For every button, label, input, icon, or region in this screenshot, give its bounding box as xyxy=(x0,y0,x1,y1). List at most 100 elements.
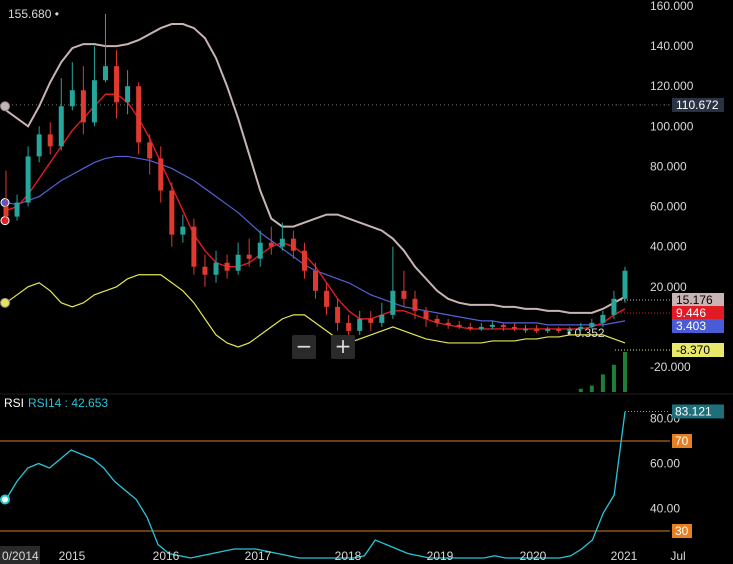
candle-body xyxy=(390,290,396,315)
ma-blue-dot xyxy=(0,198,10,208)
ma-blue-tag xyxy=(672,319,724,333)
candle-body xyxy=(268,242,274,247)
candle-body xyxy=(511,326,517,329)
rsi-line xyxy=(5,411,626,559)
candle-body xyxy=(346,322,352,331)
x-tick-label: 2021 xyxy=(611,549,638,563)
price-tick-label: 20.000 xyxy=(650,280,687,294)
price-tick-label: 160.000 xyxy=(650,0,694,13)
bollinger-upper-tag xyxy=(672,293,724,307)
lower-band-dot xyxy=(0,297,10,308)
price-tick-label: 80.000 xyxy=(650,159,687,173)
candle-body xyxy=(301,250,307,271)
zoom-in-button[interactable]: + xyxy=(331,335,355,359)
candle-body xyxy=(489,324,495,327)
candle-body xyxy=(523,328,529,331)
candle-body xyxy=(622,270,628,299)
candle-body xyxy=(401,290,407,299)
candle-body xyxy=(3,206,9,217)
candle-body xyxy=(202,266,208,275)
candle-body xyxy=(158,158,164,191)
rsi-tick-label: 60.00 xyxy=(650,457,680,471)
candle-body xyxy=(47,134,53,147)
bollinger-lower-tag-label: -8.370 xyxy=(676,343,710,357)
ma-red-tag xyxy=(672,306,724,320)
candle-body xyxy=(368,318,374,323)
x-tick-label: 2020 xyxy=(520,549,547,563)
candle-body xyxy=(180,226,186,235)
candle-body xyxy=(434,318,440,323)
candle-body xyxy=(290,238,296,251)
ma-red-dot xyxy=(0,216,10,226)
candle-body xyxy=(224,262,230,271)
lower-band-line xyxy=(5,274,626,348)
candle-body xyxy=(257,242,263,259)
x-tick-label: 2019 xyxy=(427,549,454,563)
candle-body xyxy=(357,318,363,331)
x-tick-label: 2018 xyxy=(335,549,362,563)
candle-body xyxy=(335,306,341,323)
axes: 160.000140.000120.000100.00080.00060.000… xyxy=(0,0,694,564)
candle-body xyxy=(545,328,551,331)
volume-bar xyxy=(578,388,583,392)
volume-bar xyxy=(600,374,605,392)
candle-body xyxy=(379,314,385,323)
candle-body xyxy=(69,90,75,107)
ma-blue-tag-label: 3.403 xyxy=(676,319,706,333)
candle-body xyxy=(14,202,20,217)
ma-red-tag-label: 9.446 xyxy=(676,306,706,320)
candle-body xyxy=(556,328,562,331)
zoom-out-button[interactable]: − xyxy=(292,335,316,359)
candle-body xyxy=(169,190,175,235)
upper-band-line xyxy=(5,23,626,314)
candle-body xyxy=(102,66,108,81)
candles xyxy=(3,14,628,339)
rsi-value-readout: RSI14 : 42.653 xyxy=(28,396,109,410)
candle-body xyxy=(246,254,252,259)
x-tick-label: 2017 xyxy=(245,549,272,563)
candle-body xyxy=(567,328,573,331)
upper-band-tag xyxy=(672,97,724,112)
candle-body xyxy=(600,314,606,323)
candle-body xyxy=(147,142,153,159)
rsi-tick-label: 40.00 xyxy=(650,502,680,516)
candle-body xyxy=(279,238,285,247)
rsi-current-tag xyxy=(672,404,724,419)
candle-body xyxy=(578,326,584,329)
candle-body xyxy=(412,298,418,311)
candle-body xyxy=(445,322,451,325)
volume-bar xyxy=(623,352,627,392)
candle-body xyxy=(423,310,429,319)
upper-band-dot xyxy=(0,101,10,112)
price-tick-label: 60.000 xyxy=(650,200,687,214)
candle-body xyxy=(478,326,484,329)
rsi-lower-tag-label: 30 xyxy=(675,524,689,538)
price-tick-label: -20.000 xyxy=(650,360,691,374)
candle-body xyxy=(213,262,219,275)
price-tick-label: 40.000 xyxy=(650,240,687,254)
rsi-lower-tag xyxy=(672,524,692,538)
candle-body xyxy=(191,226,197,267)
candle-body xyxy=(235,254,241,271)
upper-band-tag-label: 110.672 xyxy=(676,98,719,112)
volume-bar xyxy=(611,364,616,392)
candle-body xyxy=(114,66,120,103)
candle-body xyxy=(467,326,473,329)
high-marker-label: 155.680 • xyxy=(8,7,59,21)
candle-body xyxy=(534,328,540,331)
price-tick-label: 100.000 xyxy=(650,119,694,133)
x-tick-label: 2015 xyxy=(59,549,86,563)
candle-body xyxy=(125,86,131,103)
rsi-current-tag-label: 83.121 xyxy=(675,404,712,418)
candle-body xyxy=(36,134,42,157)
rsi-start-dot xyxy=(0,494,10,505)
start-date-label: 0/2014 xyxy=(2,549,39,563)
candle-body xyxy=(25,156,31,203)
volume-bars xyxy=(578,352,627,392)
grid xyxy=(0,104,733,395)
rsi-panel-label: RSI xyxy=(4,396,25,410)
candle-body xyxy=(80,90,86,123)
rsi-upper-tag-label: 70 xyxy=(675,434,689,448)
price-tick-label: 120.000 xyxy=(650,79,694,93)
